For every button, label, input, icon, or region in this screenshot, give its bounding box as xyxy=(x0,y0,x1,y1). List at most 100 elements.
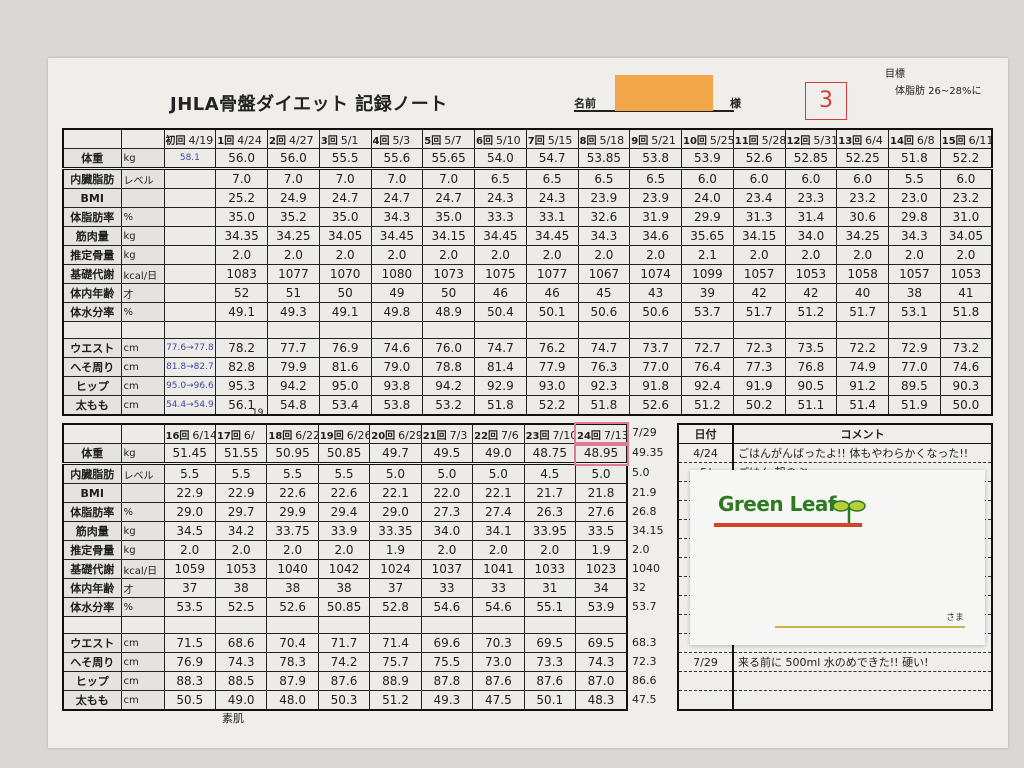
column-header: 5回 5/7 xyxy=(422,128,475,149)
table-row: 基礎代謝 kcal/日 1083 1077 1070 1080 1073 1075 1077 10… xyxy=(62,264,993,284)
column-date: 6/22 xyxy=(295,428,319,442)
value-cell: 7.0 xyxy=(215,168,268,189)
value-cell: 38 xyxy=(266,578,319,598)
extra-value: 34.15 xyxy=(632,523,664,537)
value-cell: 53.7 xyxy=(681,302,734,322)
value-cell: 37 xyxy=(163,578,216,598)
column-date: 5/15 xyxy=(547,133,573,147)
value-cell: 77.3 xyxy=(732,357,786,377)
table-row: 太もも cm 54.4→54.9 56.1 54.8 53.4 53.8 53.2 51.8 52… xyxy=(62,395,993,416)
value-cell: 95.0→96.6 xyxy=(163,376,217,396)
value-cell: 41 xyxy=(939,283,993,303)
row-unit: cm xyxy=(120,652,165,672)
value-cell: 48.75 xyxy=(523,443,577,465)
value-cell: 29.9 xyxy=(681,207,734,227)
value-cell: 52.6 xyxy=(266,597,319,617)
row-label: ウエスト xyxy=(62,338,122,358)
value-cell: 48.0 xyxy=(266,690,319,711)
column-date: 6/11 xyxy=(968,133,992,147)
value-cell: 51.1 xyxy=(784,395,838,416)
row-unit: レベル xyxy=(120,463,165,484)
value-cell: 23.2 xyxy=(939,188,993,208)
value-cell: 93.8 xyxy=(370,376,424,396)
value-cell: 1037 xyxy=(420,559,474,579)
row-label: 推定骨量 xyxy=(62,245,122,265)
table-row: BMI 25.2 24.9 24.7 24.7 24.7 24.3 24.3 23.9 23.9 2… xyxy=(62,188,993,208)
value-cell: 52.8 xyxy=(369,597,422,617)
value-cell: 1073 xyxy=(422,264,475,284)
value-cell: 87.6 xyxy=(472,671,525,691)
value-cell: 7.0 xyxy=(370,168,424,189)
row-label: 体水分率 xyxy=(62,302,122,322)
column-date: 6/8 xyxy=(916,133,935,147)
row-label: ウエスト xyxy=(62,633,122,653)
row-unit: cm xyxy=(120,376,165,396)
value-cell: 31.0 xyxy=(939,207,993,227)
value-cell: 1099 xyxy=(681,264,734,284)
value-cell: 53.5 xyxy=(163,597,216,617)
column-date: 7/13 xyxy=(603,428,627,442)
value-cell: 42 xyxy=(732,283,786,303)
logo: Green Leaf xyxy=(718,492,837,516)
value-cell: 2.0 xyxy=(318,245,372,265)
value-cell: 1075 xyxy=(474,264,527,284)
column-date: 5/3 xyxy=(392,133,411,147)
row-unit: % xyxy=(120,207,165,227)
table-row: 内臓脂肪 レベル 5.5 5.5 5.5 5.5 5.0 5.0 5.0 4.5 5.0 xyxy=(62,463,628,484)
value-cell: 76.9 xyxy=(318,338,372,358)
column-header: 24回 7/13 xyxy=(573,422,629,446)
value-cell: 51.7 xyxy=(836,302,889,322)
column-date: 5/1 xyxy=(340,133,359,147)
value-cell: 34.25 xyxy=(836,226,889,246)
value-cell: 23.9 xyxy=(577,188,631,208)
value-cell: 1033 xyxy=(523,559,577,579)
value-cell: 72.9 xyxy=(888,338,941,358)
column-header: 12回 5/31 xyxy=(784,128,838,149)
value-cell: 35.0 xyxy=(215,207,268,227)
row-unit: kg xyxy=(120,245,165,265)
extra-value: 2.0 xyxy=(632,542,650,556)
name-label: 名前 xyxy=(574,97,596,110)
value-cell: 52.85 xyxy=(784,148,838,170)
value-cell: 2.0 xyxy=(836,245,889,265)
row-unit: レベル xyxy=(120,168,165,189)
value-cell: 2.0 xyxy=(472,540,525,560)
value-cell: 87.6 xyxy=(317,671,371,691)
table-row: へそ周り cm 76.9 74.3 78.3 74.2 75.7 75.5 73.0 73.3 74… xyxy=(62,652,628,672)
value-cell: 48.9 xyxy=(422,302,475,322)
value-cell: 29.4 xyxy=(317,502,371,522)
value-cell: 53.85 xyxy=(577,148,631,170)
value-cell: 26.3 xyxy=(523,502,577,522)
value-cell: 33.9 xyxy=(317,521,371,541)
value-cell: 22.1 xyxy=(369,483,422,503)
value-cell xyxy=(163,188,217,208)
column-date: 6/14 xyxy=(192,428,216,442)
value-cell: 24.7 xyxy=(422,188,475,208)
value-cell: 51.2 xyxy=(369,690,422,711)
value-cell: 34.6 xyxy=(629,226,682,246)
value-cell: 5.5 xyxy=(888,168,941,189)
value-cell: 1053 xyxy=(939,264,993,284)
value-cell: 34.35 xyxy=(215,226,268,246)
value-cell: 1057 xyxy=(888,264,941,284)
value-cell: 24.3 xyxy=(474,188,527,208)
value-cell: 5.0 xyxy=(420,463,474,484)
column-header: 17回 6/ xyxy=(214,423,268,444)
row-unit: cm xyxy=(120,357,165,377)
extra-value: 53.7 xyxy=(632,599,657,613)
value-cell: 2.0 xyxy=(525,245,579,265)
value-cell: 31.4 xyxy=(784,207,838,227)
column-header: 10回 5/25 xyxy=(681,128,734,149)
value-cell: 24.7 xyxy=(370,188,424,208)
value-cell: 53.4 xyxy=(318,395,372,416)
comment-date: 4/24 xyxy=(678,443,734,463)
value-cell: 27.4 xyxy=(472,502,525,522)
value-cell: 52.5 xyxy=(214,597,268,617)
value-cell: 7.0 xyxy=(318,168,372,189)
table-row: へそ周り cm 81.8→82.7 82.8 79.9 81.6 79.0 78.8 81.4 7… xyxy=(62,357,993,377)
table-row: 体重 kg 51.45 51.55 50.95 50.85 49.7 49.5 49.0 48.7… xyxy=(62,441,629,466)
value-cell: 5.5 xyxy=(163,463,216,484)
footnote: 素肌 xyxy=(222,712,244,725)
column-header: 6回 5/10 xyxy=(474,128,527,149)
column-header: 19回 6/26 xyxy=(317,423,371,444)
